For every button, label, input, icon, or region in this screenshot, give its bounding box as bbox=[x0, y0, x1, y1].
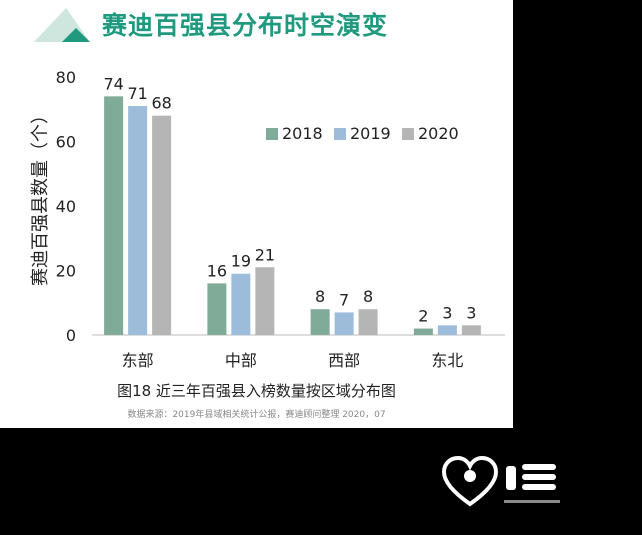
bar-2018-1 bbox=[207, 283, 227, 335]
triangle-icon bbox=[34, 8, 90, 42]
data-label: 7 bbox=[339, 290, 349, 309]
data-label: 3 bbox=[466, 303, 476, 322]
y-axis-label: 赛迪百强县数量（个） bbox=[30, 106, 51, 286]
y-tick-label: 0 bbox=[66, 326, 76, 345]
data-label: 74 bbox=[103, 74, 123, 93]
data-label: 68 bbox=[151, 94, 171, 113]
bar-2020-0 bbox=[152, 115, 172, 335]
legend-label: 2019 bbox=[350, 124, 391, 143]
data-label: 19 bbox=[231, 252, 251, 271]
y-tick-label: 80 bbox=[56, 68, 76, 87]
page-title: 赛迪百强县分布时空演变 bbox=[102, 11, 389, 40]
legend-swatch-2018 bbox=[266, 128, 278, 140]
figure-caption: 图18 近三年百强县入榜数量按区域分布图 bbox=[117, 382, 396, 400]
legend-label: 2020 bbox=[418, 124, 459, 143]
y-tick-label: 60 bbox=[56, 133, 76, 152]
legend-swatch-2020 bbox=[402, 128, 414, 140]
bar-2019-2 bbox=[334, 312, 354, 335]
x-tick-label: 西部 bbox=[328, 351, 360, 370]
bar-2019-3 bbox=[437, 325, 457, 335]
data-label: 2 bbox=[418, 307, 428, 326]
data-label: 8 bbox=[363, 287, 373, 306]
heart-logo-icon bbox=[441, 455, 560, 507]
bar-2018-2 bbox=[310, 309, 330, 335]
x-tick-label: 中部 bbox=[225, 351, 257, 370]
y-tick-label: 20 bbox=[56, 262, 76, 281]
x-tick-label: 东北 bbox=[431, 351, 463, 370]
bar-2018-0 bbox=[104, 96, 124, 335]
x-tick-label: 东部 bbox=[122, 351, 154, 370]
bar-2019-0 bbox=[128, 106, 148, 336]
source-note: 数据来源：2019年县域相关统计公报，赛迪顾问整理 2020，07 bbox=[127, 410, 386, 420]
data-label: 8 bbox=[315, 287, 325, 306]
bar-2020-1 bbox=[255, 267, 275, 335]
chart-card: 赛迪百强县分布时空演变 0 20 40 60 80 赛迪百强县数量（个） 74 71 68 东部 1… bbox=[0, 0, 513, 428]
data-label: 3 bbox=[442, 303, 452, 322]
y-tick-label: 40 bbox=[56, 197, 76, 216]
legend-label: 2018 bbox=[282, 124, 323, 143]
data-label: 71 bbox=[127, 84, 147, 103]
bar-2020-2 bbox=[358, 309, 378, 335]
bar-2019-1 bbox=[231, 273, 251, 335]
data-label: 16 bbox=[207, 261, 227, 280]
bar-2018-3 bbox=[413, 328, 433, 335]
data-label: 21 bbox=[255, 245, 275, 264]
bar-2020-3 bbox=[461, 325, 481, 335]
legend-swatch-2019 bbox=[334, 128, 346, 140]
